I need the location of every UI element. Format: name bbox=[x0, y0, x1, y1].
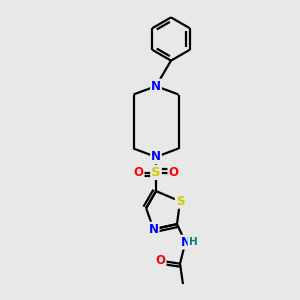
Text: N: N bbox=[151, 150, 161, 164]
Text: N: N bbox=[151, 80, 161, 93]
Text: S: S bbox=[176, 195, 184, 208]
Text: O: O bbox=[168, 166, 178, 179]
Text: N: N bbox=[180, 236, 190, 249]
Text: O: O bbox=[134, 166, 144, 179]
Text: S: S bbox=[151, 166, 161, 179]
Text: H: H bbox=[188, 237, 197, 247]
Text: O: O bbox=[155, 254, 166, 267]
Text: N: N bbox=[148, 223, 159, 236]
